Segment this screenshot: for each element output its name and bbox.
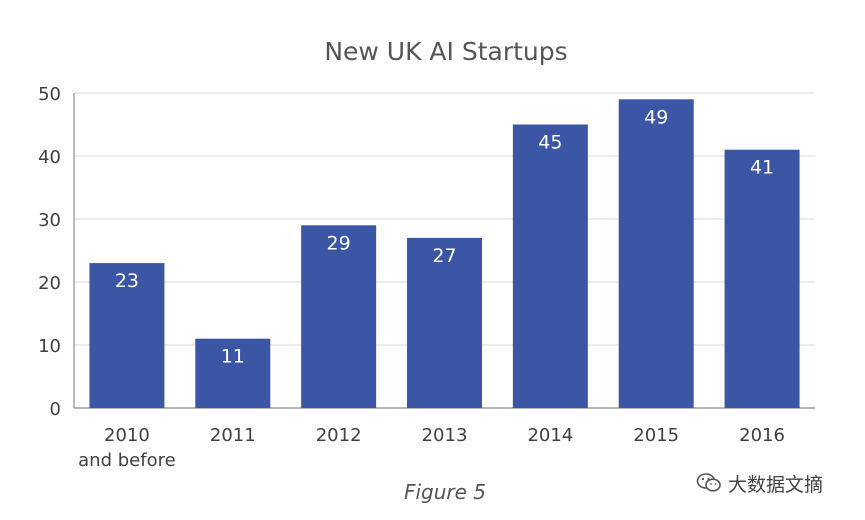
wechat-icon bbox=[696, 472, 722, 494]
bar bbox=[724, 149, 800, 408]
bar bbox=[512, 124, 588, 408]
bar-value-label: 41 bbox=[750, 157, 774, 179]
x-tick-label: 2012 bbox=[316, 425, 362, 446]
x-tick-labels: 2010 and before 2011 2012 2013 2014 2015 2016 bbox=[78, 425, 785, 471]
x-tick-label: 2016 bbox=[739, 425, 785, 446]
y-tick-label: 20 bbox=[38, 273, 61, 294]
bars bbox=[89, 99, 800, 409]
x-tick-label: and before bbox=[78, 450, 176, 471]
bar-value-labels: 23 11 29 27 45 49 41 bbox=[115, 106, 774, 367]
y-tick-label: 30 bbox=[38, 210, 61, 231]
bar-value-label: 49 bbox=[644, 106, 668, 128]
chart-title: New UK AI Startups bbox=[324, 37, 567, 66]
bar-value-label: 27 bbox=[432, 245, 456, 267]
bar bbox=[301, 225, 377, 408]
y-tick-label: 10 bbox=[38, 336, 61, 357]
x-tick-label: 2014 bbox=[527, 425, 573, 446]
bar bbox=[195, 338, 271, 408]
y-tick-label: 0 bbox=[50, 399, 61, 420]
bar bbox=[407, 237, 482, 408]
y-tick-label: 40 bbox=[38, 147, 61, 168]
bar-value-label: 11 bbox=[221, 346, 245, 368]
bar-value-label: 23 bbox=[115, 270, 139, 292]
bar bbox=[618, 99, 694, 409]
y-tick-labels: 0 10 20 30 40 50 bbox=[38, 84, 61, 420]
bar bbox=[89, 263, 165, 408]
bar-value-label: 29 bbox=[327, 232, 351, 254]
watermark: 大数据文摘 bbox=[696, 470, 823, 496]
figure-caption: Figure 5 bbox=[403, 480, 487, 504]
watermark-text: 大数据文摘 bbox=[728, 473, 824, 496]
x-tick-label: 2015 bbox=[633, 425, 679, 446]
x-tick-label: 2010 bbox=[104, 425, 150, 446]
y-tick-label: 50 bbox=[38, 84, 61, 105]
x-tick-label: 2013 bbox=[422, 425, 468, 446]
x-tick-label: 2011 bbox=[210, 425, 256, 446]
bar-value-label: 45 bbox=[538, 132, 562, 154]
